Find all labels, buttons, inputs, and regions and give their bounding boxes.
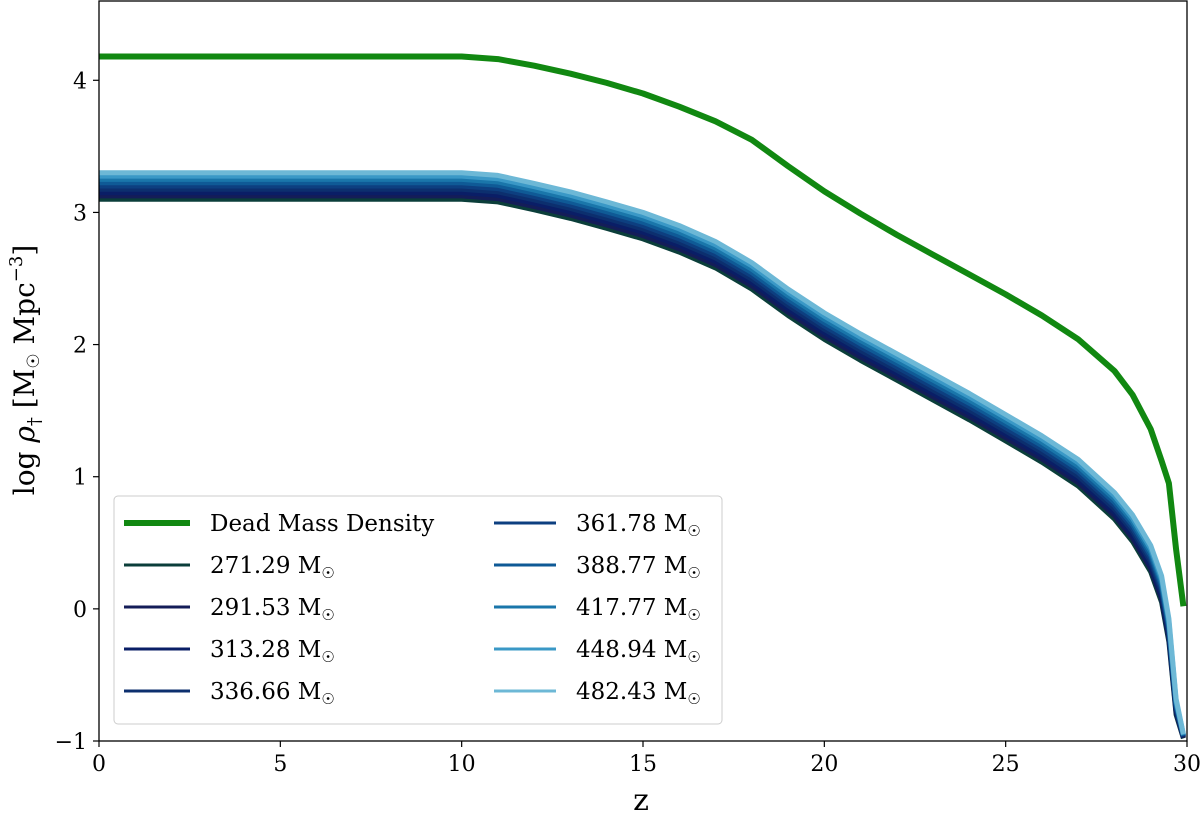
legend-sun-symbol: ☉ xyxy=(687,606,700,624)
y-tick-label-4: 3 xyxy=(73,201,87,226)
x-axis-ticks: 0 5 10 15 20 25 30 xyxy=(92,741,1200,777)
x-tick-label-5: 25 xyxy=(992,752,1020,777)
legend-label-0: Dead Mass Density xyxy=(210,511,434,537)
y-tick-label-1: 0 xyxy=(73,598,87,623)
y-tick-label-0: −1 xyxy=(55,730,87,755)
y-axis-label: log ρ† [M☉ Mpc−3] xyxy=(6,245,45,496)
legend-label-5: 361.78 M☉ xyxy=(576,511,701,540)
legend: Dead Mass Density 271.29 M☉ 291.53 M☉ 313.2… xyxy=(113,495,723,725)
legend-sun-symbol: ☉ xyxy=(687,564,700,582)
x-tick-label-0: 0 xyxy=(92,752,106,777)
legend-box xyxy=(113,495,723,725)
y-label-exp: −3 xyxy=(6,256,27,283)
legend-label-6: 388.77 M☉ xyxy=(576,553,701,582)
series-line-8 xyxy=(99,170,1186,735)
y-tick-label-3: 2 xyxy=(73,334,87,359)
x-tick-label-2: 10 xyxy=(448,752,476,777)
y-label-rho: ρ xyxy=(8,426,41,444)
legend-label-1: 271.29 M☉ xyxy=(210,553,335,582)
legend-label-8: 448.94 M☉ xyxy=(576,637,701,666)
legend-sun-symbol: ☉ xyxy=(687,522,700,540)
x-axis-label: z xyxy=(633,783,649,816)
legend-sun-symbol: ☉ xyxy=(687,648,700,666)
legend-sun-symbol: ☉ xyxy=(687,690,700,708)
y-label-unit-mid: Mpc xyxy=(8,282,41,353)
legend-label-2: 291.53 M☉ xyxy=(210,595,335,624)
legend-sun-symbol: ☉ xyxy=(321,690,334,708)
y-label-sun: ☉ xyxy=(24,353,44,368)
y-label-sub: † xyxy=(24,417,45,426)
legend-label-3: 313.28 M☉ xyxy=(210,637,335,666)
legend-sun-symbol: ☉ xyxy=(321,648,334,666)
y-tick-label-5: 4 xyxy=(73,69,87,94)
x-tick-label-4: 20 xyxy=(810,752,838,777)
legend-label-9: 482.43 M☉ xyxy=(576,679,701,708)
y-label-unit-close: ] xyxy=(8,245,41,256)
dead-mass-line xyxy=(99,53,1187,607)
y-label-unit-open: [M xyxy=(8,369,41,418)
x-tick-label-3: 15 xyxy=(629,752,657,777)
x-tick-label-6: 30 xyxy=(1173,752,1200,777)
plot-curves xyxy=(99,53,1187,740)
legend-sun-symbol: ☉ xyxy=(321,564,334,582)
y-axis-ticks: −1 0 1 2 3 4 xyxy=(55,69,99,755)
y-tick-label-2: 1 xyxy=(73,466,87,491)
x-tick-label-1: 5 xyxy=(273,752,287,777)
legend-sun-symbol: ☉ xyxy=(321,606,334,624)
y-label-prefix: log xyxy=(8,443,41,496)
legend-label-4: 336.66 M☉ xyxy=(210,679,335,708)
legend-label-7: 417.77 M☉ xyxy=(576,595,701,624)
